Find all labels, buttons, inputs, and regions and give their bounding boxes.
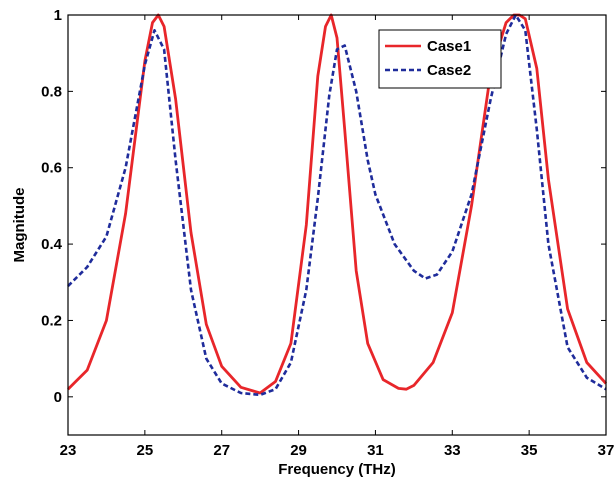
y-tick-label: 0	[54, 389, 62, 406]
x-tick-label: 35	[521, 442, 538, 459]
y-tick-label: 0.4	[41, 236, 63, 253]
y-tick-label: 0.8	[41, 83, 62, 100]
x-tick-label: 33	[444, 442, 461, 459]
legend: Case1 Case2	[378, 29, 502, 89]
legend-label-case1: Case1	[427, 38, 471, 55]
y-tick-label: 0.2	[41, 312, 62, 329]
x-axis-title: Frequency (THz)	[278, 461, 396, 478]
x-tick-label: 37	[598, 442, 615, 459]
x-tick-label: 25	[137, 442, 154, 459]
y-axis-title: Magnitude	[11, 188, 28, 263]
y-tick-label: 1	[54, 7, 62, 24]
x-tick-label: 31	[367, 442, 384, 459]
series-line-case1	[67, 13, 608, 395]
x-tick-label: 29	[290, 442, 307, 459]
ticks-layer: 23 25 27 29 31 33 35 37 0 0.2 0.4 0.6 0.8 1	[41, 7, 614, 459]
x-tick-label: 23	[60, 442, 77, 459]
x-tick-label: 27	[213, 442, 230, 459]
legend-box	[378, 29, 502, 89]
series-line-case2	[67, 13, 607, 397]
series-layer	[67, 13, 608, 397]
plot-frame	[67, 14, 607, 436]
legend-label-case2: Case2	[427, 62, 471, 79]
y-tick-label: 0.6	[41, 160, 62, 177]
